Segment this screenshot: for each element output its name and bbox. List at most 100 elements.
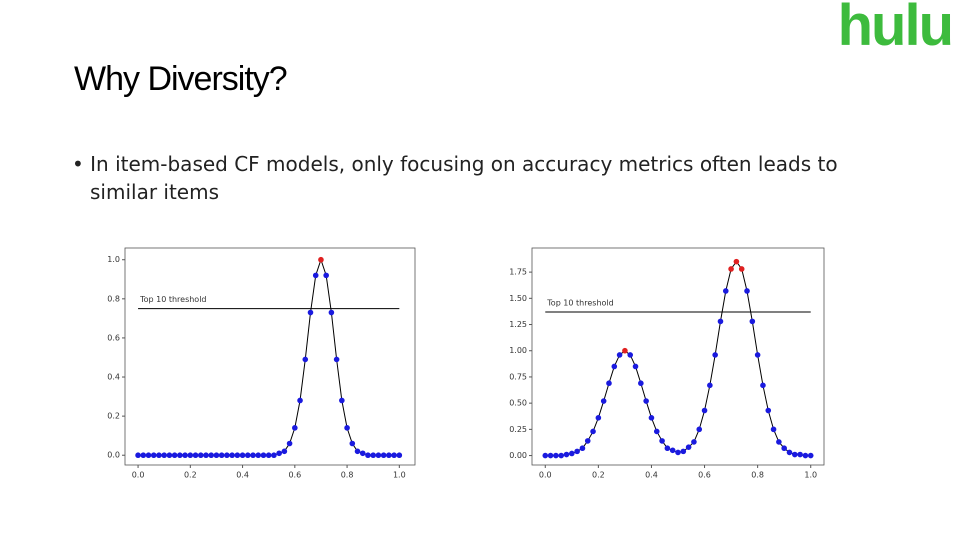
point xyxy=(339,397,345,404)
point xyxy=(391,452,397,459)
point xyxy=(786,449,793,456)
curve xyxy=(545,260,811,457)
y-tick-label: 1.25 xyxy=(509,320,527,329)
point xyxy=(177,452,183,459)
point xyxy=(754,352,761,358)
point xyxy=(579,445,586,452)
point xyxy=(197,452,204,459)
point xyxy=(281,448,288,455)
point xyxy=(370,452,376,459)
point xyxy=(717,318,724,325)
point xyxy=(600,398,607,404)
point xyxy=(770,426,777,433)
point xyxy=(669,447,676,454)
point xyxy=(171,452,178,459)
point xyxy=(616,352,623,358)
plot-frame xyxy=(531,247,825,466)
point xyxy=(187,452,194,459)
y-tick-label: 1.0 xyxy=(107,255,120,264)
y-tick-label: 1.00 xyxy=(509,346,527,355)
point xyxy=(569,450,575,457)
point xyxy=(707,382,713,389)
point xyxy=(749,318,756,325)
point xyxy=(359,450,366,457)
y-tick-label: 0.8 xyxy=(107,294,120,303)
point xyxy=(563,451,570,458)
point xyxy=(250,452,256,459)
point xyxy=(590,428,596,435)
x-tick-label: 0.0 xyxy=(539,471,552,480)
point xyxy=(208,452,215,459)
point xyxy=(765,407,772,414)
x-tick-label: 0.6 xyxy=(288,471,301,480)
point xyxy=(156,452,162,459)
point xyxy=(691,439,697,445)
point xyxy=(396,452,403,459)
point xyxy=(239,452,246,459)
point xyxy=(675,449,681,456)
point xyxy=(807,452,814,459)
highlight-point xyxy=(728,266,734,272)
point xyxy=(553,452,559,459)
point xyxy=(558,452,564,459)
x-tick-label: 0.2 xyxy=(592,471,605,480)
y-tick-label: 0.25 xyxy=(509,425,527,434)
x-tick-label: 0.8 xyxy=(341,471,354,480)
x-tick-label: 0.4 xyxy=(236,471,249,480)
point xyxy=(375,452,382,459)
point xyxy=(344,425,350,431)
point xyxy=(323,272,329,279)
point xyxy=(632,363,639,370)
point xyxy=(234,452,241,459)
y-tick-label: 0.50 xyxy=(509,399,527,408)
point xyxy=(365,452,371,459)
point xyxy=(659,438,665,444)
point xyxy=(648,415,655,421)
threshold-label: Top 10 threshold xyxy=(139,295,206,304)
point xyxy=(595,415,602,421)
point xyxy=(161,452,167,459)
point xyxy=(386,452,392,459)
point xyxy=(354,448,361,455)
point xyxy=(297,397,303,404)
point xyxy=(292,425,298,431)
point xyxy=(265,452,272,459)
point xyxy=(744,288,750,294)
point xyxy=(380,452,387,459)
bullet-text: • In item-based CF models, only focusing… xyxy=(72,152,838,204)
point xyxy=(792,451,798,458)
point xyxy=(638,380,644,387)
point xyxy=(643,398,649,404)
point xyxy=(797,451,803,458)
point xyxy=(328,309,335,316)
point xyxy=(584,438,591,444)
x-tick-label: 0.2 xyxy=(184,471,197,480)
logo: hulu xyxy=(837,0,954,58)
point xyxy=(664,445,671,452)
point xyxy=(611,363,618,370)
point xyxy=(166,452,173,459)
point xyxy=(302,356,309,363)
point xyxy=(276,450,282,457)
point xyxy=(229,452,235,459)
point xyxy=(701,407,708,414)
y-tick-label: 0.75 xyxy=(509,372,527,381)
point xyxy=(333,356,340,363)
x-tick-label: 0.8 xyxy=(751,471,764,480)
point xyxy=(218,452,225,459)
highlight-point xyxy=(733,258,740,265)
x-tick-label: 0.0 xyxy=(132,471,145,480)
point xyxy=(712,352,718,358)
point xyxy=(574,448,580,455)
y-tick-label: 0.00 xyxy=(509,451,527,460)
y-tick-label: 0.0 xyxy=(107,451,120,460)
point xyxy=(680,448,687,455)
point xyxy=(255,452,262,459)
point xyxy=(150,452,157,459)
threshold-label: Top 10 threshold xyxy=(546,298,613,307)
point xyxy=(696,426,703,433)
point xyxy=(722,288,729,294)
y-tick-label: 0.4 xyxy=(107,373,120,382)
